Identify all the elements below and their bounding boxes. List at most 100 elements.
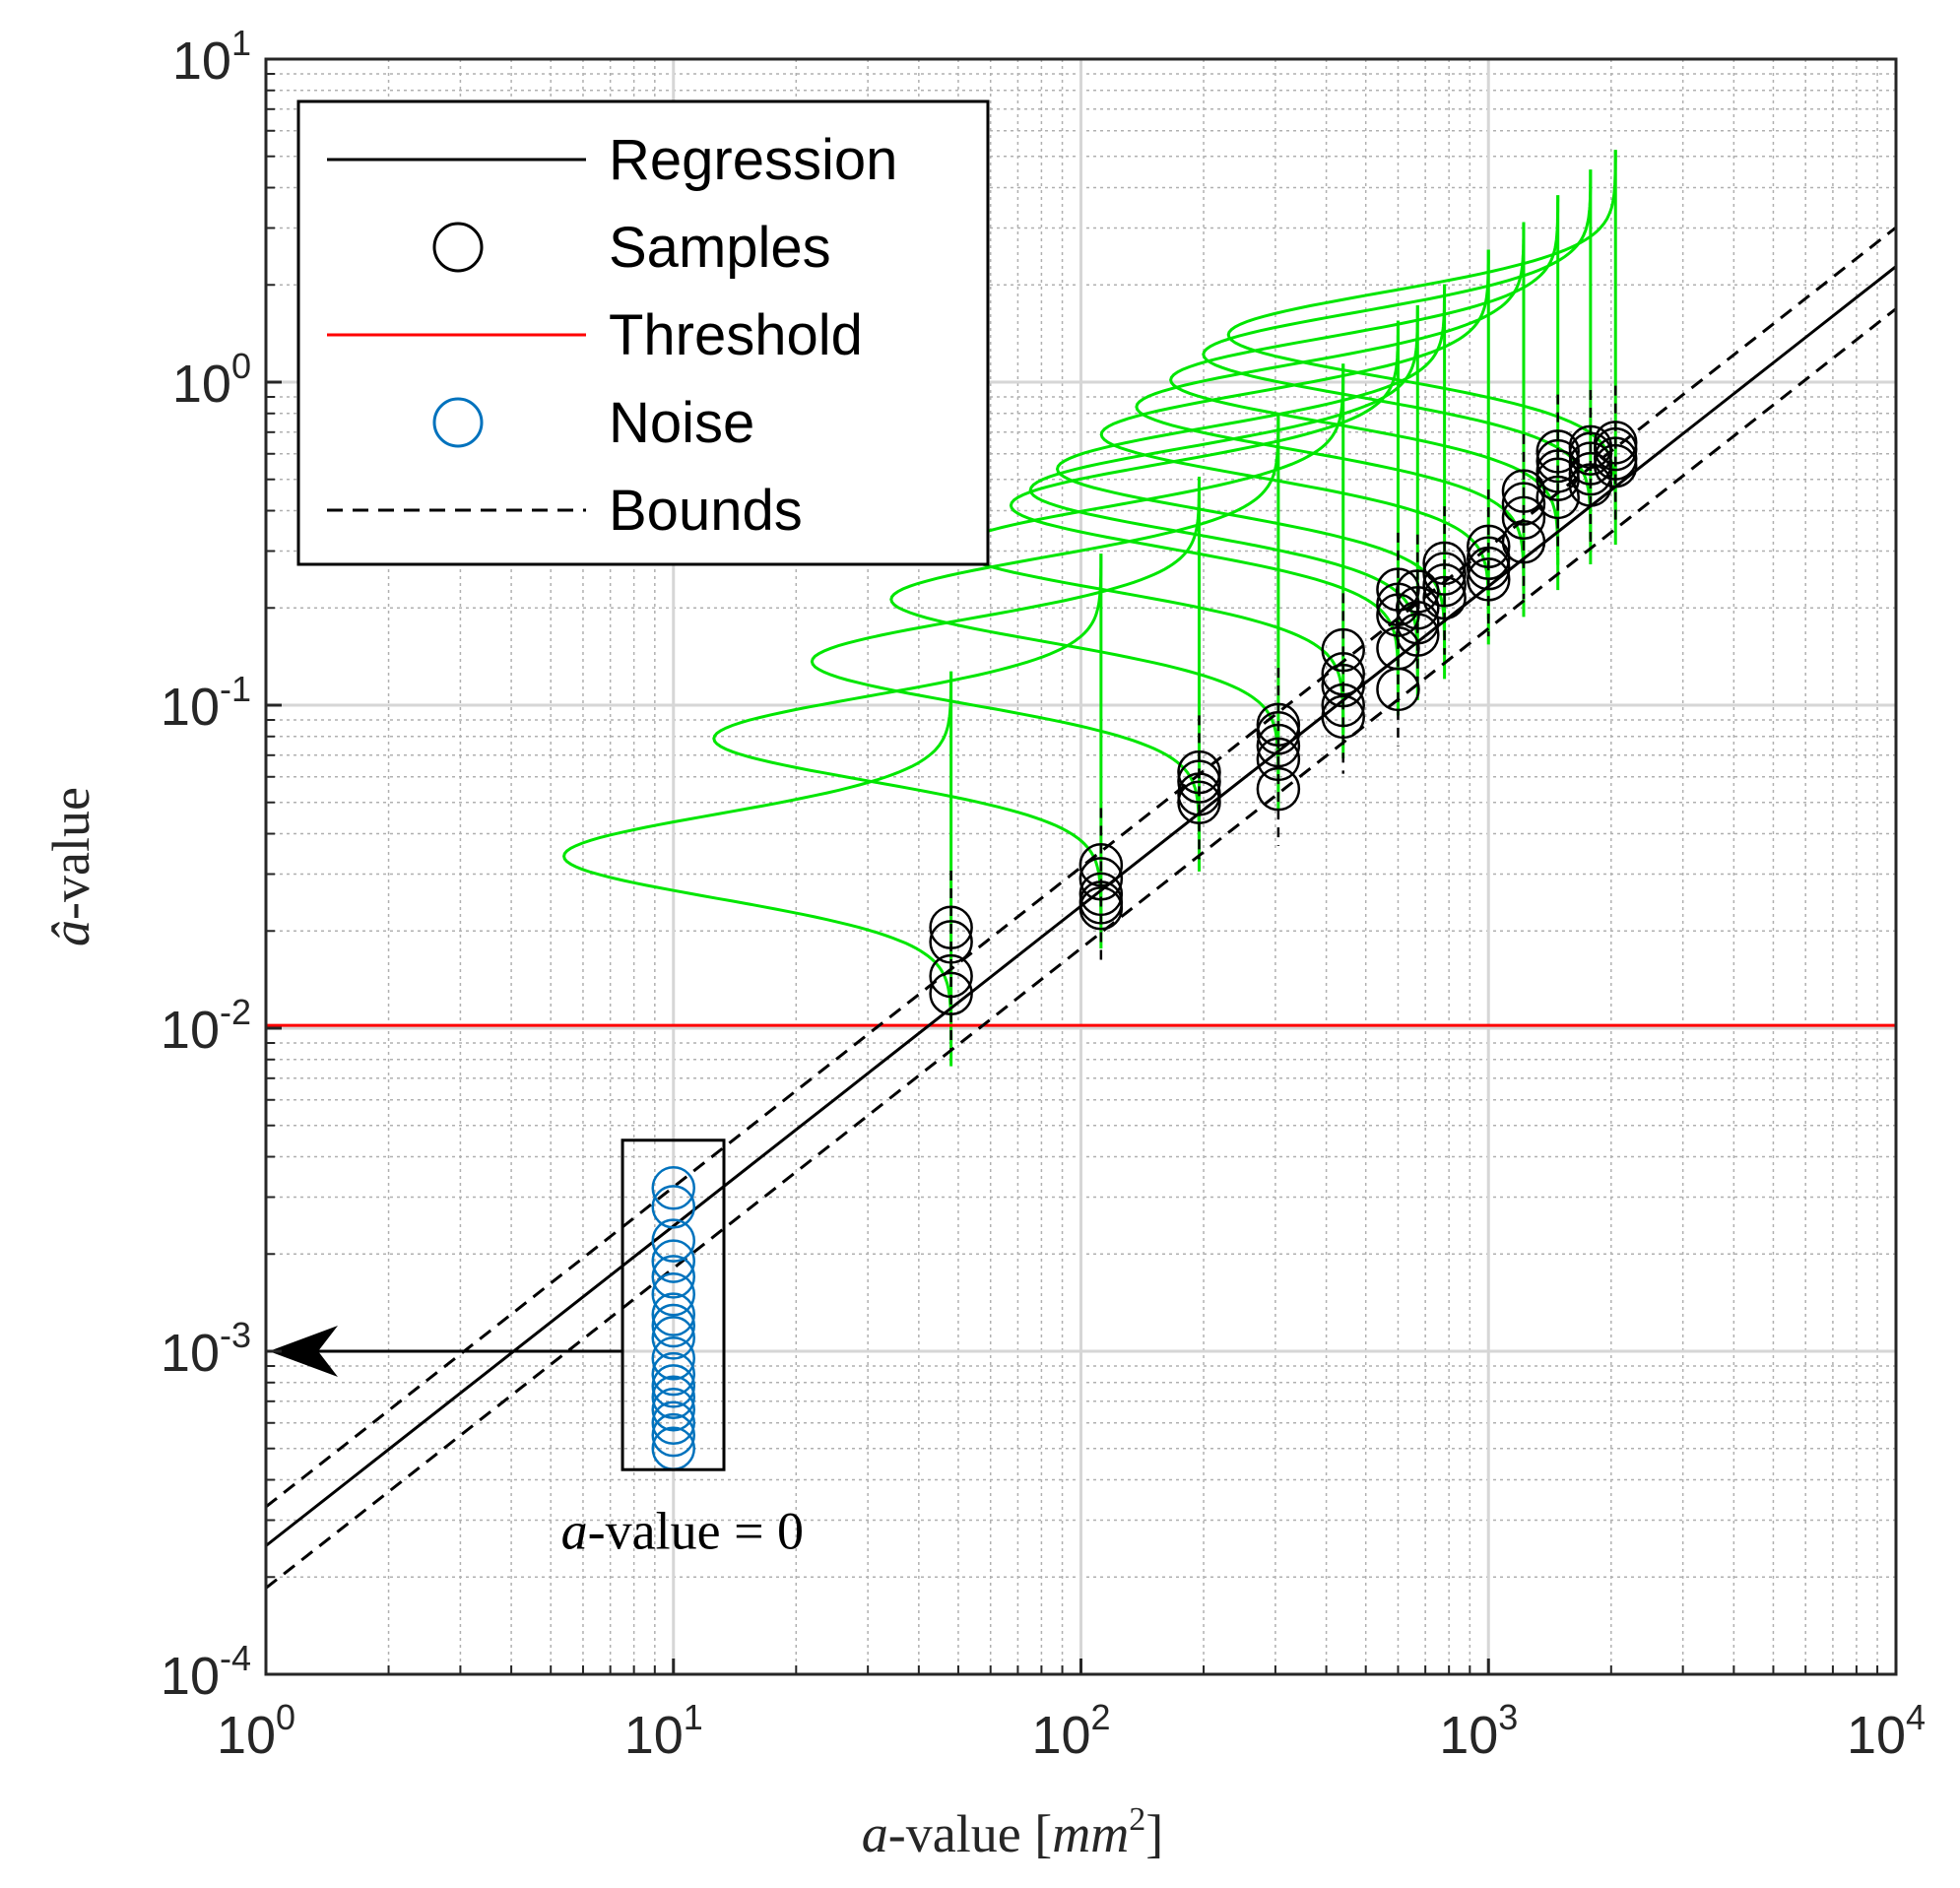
y-tick-label: 101 xyxy=(172,23,251,91)
y-tick-exp: -1 xyxy=(220,669,251,709)
x-axis-label-text: -value [ xyxy=(888,1804,1052,1863)
sample-point xyxy=(1177,780,1221,824)
sample-point xyxy=(1321,683,1365,728)
x-axis-label-var: a xyxy=(862,1804,888,1863)
noise-point xyxy=(651,1364,695,1408)
sample-point xyxy=(1078,886,1124,931)
y-tick-exp: 1 xyxy=(231,23,251,63)
noise-box xyxy=(621,1139,726,1471)
sample-point xyxy=(1501,469,1546,513)
x-axis-label-close: ] xyxy=(1145,1804,1163,1863)
sample-point xyxy=(929,905,973,949)
sample-point xyxy=(1422,575,1467,620)
noise-point xyxy=(651,1218,695,1263)
y-tick-base: 10 xyxy=(172,355,231,414)
sample-point xyxy=(1396,601,1440,645)
noise-point xyxy=(651,1303,695,1348)
sample-point xyxy=(1256,723,1301,768)
x-tick-exp: 1 xyxy=(684,1697,703,1737)
sample-point xyxy=(1501,482,1546,526)
y-tick-label: 10-4 xyxy=(161,1638,251,1706)
x-axis-label-sup: 2 xyxy=(1129,1801,1145,1838)
noise-point xyxy=(651,1166,695,1210)
sample-point xyxy=(1256,711,1301,755)
y-tick-base: 10 xyxy=(161,678,220,737)
sample-point xyxy=(1177,772,1221,816)
legend-label-noise: Noise xyxy=(609,391,754,455)
noise-point xyxy=(651,1271,695,1317)
y-tick-base: 10 xyxy=(161,1647,220,1706)
sample-point xyxy=(1593,436,1638,481)
noise-point xyxy=(651,1400,695,1446)
noise-arrow-head xyxy=(269,1326,338,1377)
y-tick-exp: -2 xyxy=(220,992,251,1032)
x-tick-exp: 4 xyxy=(1906,1697,1926,1737)
legend-label-regression: Regression xyxy=(609,128,897,192)
noise-point xyxy=(651,1255,695,1299)
x-tick-exp: 2 xyxy=(1091,1697,1111,1737)
sample-point xyxy=(1376,667,1420,712)
pdf-curve-4 xyxy=(889,414,1280,785)
sample-point xyxy=(1321,663,1365,708)
pdf-curve-10 xyxy=(1135,222,1526,592)
y-tick-label: 10-3 xyxy=(161,1315,251,1383)
sample-point xyxy=(1078,843,1124,887)
y-tick-exp: -4 xyxy=(220,1638,251,1678)
x-tick-base: 10 xyxy=(1031,1706,1090,1765)
legend-label-samples: Samples xyxy=(609,216,831,280)
x-tick-exp: 3 xyxy=(1498,1697,1518,1737)
noise-point xyxy=(651,1336,695,1381)
legend-label-threshold: Threshold xyxy=(609,303,863,367)
sample-point xyxy=(1396,586,1440,630)
sample-point xyxy=(1396,613,1440,657)
pdf-curve-1 xyxy=(562,671,953,1041)
sample-point xyxy=(1501,520,1546,564)
annotation-var: a xyxy=(561,1501,588,1560)
sample-point xyxy=(1177,759,1221,804)
sample-point xyxy=(1078,857,1124,901)
x-tick-exp: 0 xyxy=(276,1697,295,1737)
x-tick-label: 101 xyxy=(624,1697,703,1765)
sample-point xyxy=(1535,475,1580,520)
pdf-curve-12 xyxy=(1202,169,1593,540)
pdf-curve-11 xyxy=(1169,195,1560,565)
sample-point xyxy=(1177,749,1221,795)
annotation-text: -value = 0 xyxy=(588,1501,804,1560)
noise-point xyxy=(651,1292,695,1336)
sample-point xyxy=(1422,563,1467,608)
x-tick-label: 103 xyxy=(1439,1697,1518,1765)
y-tick-exp: -3 xyxy=(220,1315,251,1355)
x-tick-base: 10 xyxy=(1847,1706,1906,1765)
legend-box xyxy=(296,99,990,566)
legend-swatch-samples xyxy=(432,222,484,273)
sample-point xyxy=(1568,431,1613,477)
noise-point xyxy=(651,1387,695,1432)
y-axis-label-text: -value xyxy=(41,787,100,920)
x-tick-label: 102 xyxy=(1031,1697,1110,1765)
noise-point xyxy=(651,1375,695,1420)
sample-point xyxy=(1568,451,1613,496)
sample-point xyxy=(1501,495,1546,541)
sample-point xyxy=(1078,872,1124,917)
annotation-a-value-zero: a-value = 0 xyxy=(561,1501,804,1560)
pdf-curve-3 xyxy=(810,477,1201,847)
pdf-curve-2 xyxy=(712,553,1103,924)
legend-swatch-noise xyxy=(432,397,484,448)
sample-point xyxy=(1467,557,1511,602)
legend: Regression Samples Threshold Noise Bounds xyxy=(296,99,990,566)
sample-point xyxy=(1256,702,1301,748)
sample-point xyxy=(1535,438,1580,484)
x-tick-base: 10 xyxy=(624,1706,684,1765)
sample-point xyxy=(1256,737,1301,782)
legend-label-bounds: Bounds xyxy=(609,479,803,543)
noise-point xyxy=(651,1351,695,1397)
noise-point xyxy=(651,1239,695,1283)
sample-point xyxy=(1467,546,1511,591)
y-tick-label: 10-2 xyxy=(161,992,251,1060)
sample-point xyxy=(1321,694,1365,740)
x-axis-label: a-value [mm2] xyxy=(862,1801,1163,1863)
x-tick-base: 10 xyxy=(217,1706,276,1765)
noise-point xyxy=(651,1412,695,1458)
sample-point xyxy=(929,971,973,1016)
